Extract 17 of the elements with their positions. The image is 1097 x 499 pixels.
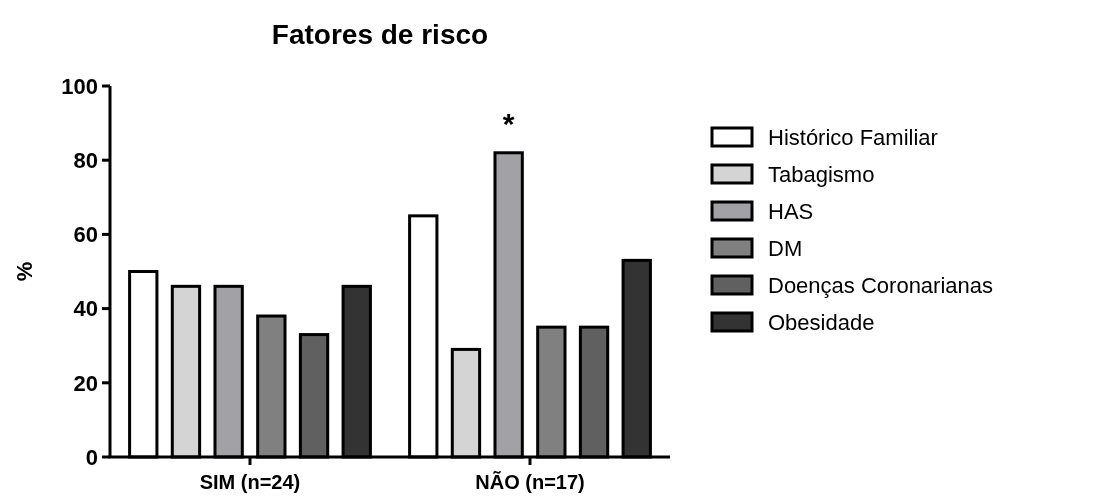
y-tick-label: 100 bbox=[61, 73, 98, 99]
y-tick-label: 20 bbox=[73, 370, 98, 396]
legend-label: Doenças Coronarianas bbox=[768, 272, 994, 298]
legend-label: HAS bbox=[768, 198, 814, 224]
x-tick-label: NÃO (n=17) bbox=[475, 471, 585, 493]
y-tick-label: 80 bbox=[73, 147, 98, 173]
legend-label: Tabagismo bbox=[768, 161, 875, 187]
y-tick-label: 0 bbox=[85, 444, 98, 470]
legend-label: Histórico Familiar bbox=[768, 124, 938, 150]
legend-label: Obesidade bbox=[768, 309, 875, 335]
y-tick-label: 60 bbox=[73, 222, 98, 248]
y-tick-label: 40 bbox=[73, 296, 98, 322]
y-axis-title: % bbox=[12, 261, 37, 282]
chart-title: Fatores de risco bbox=[271, 19, 489, 50]
x-tick-label: SIM (n=24) bbox=[199, 471, 301, 493]
legend-label: DM bbox=[768, 235, 803, 261]
annotation: * bbox=[502, 106, 515, 140]
